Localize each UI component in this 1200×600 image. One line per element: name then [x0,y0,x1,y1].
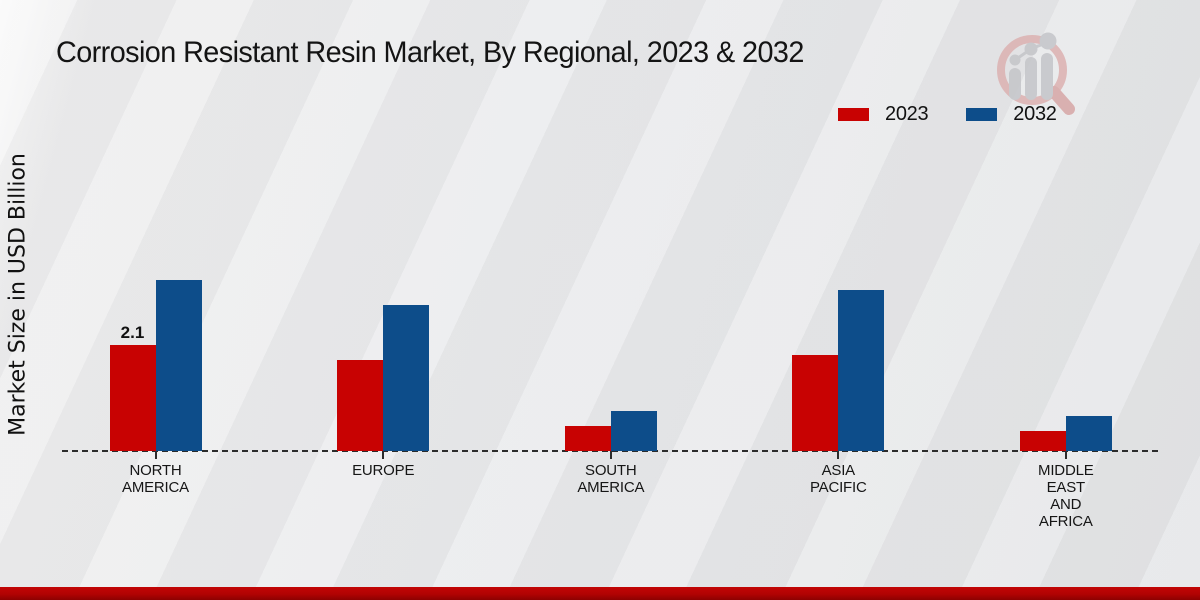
bar-2023-middle-east-and-africa [1019,431,1066,451]
legend-item-2032: 2032 [966,103,1057,126]
footer-accent-band [0,587,1200,600]
legend-label-2023: 2023 [885,103,929,125]
category-label-middle-east-and-africa: MIDDLE EAST AND AFRICA [1038,462,1094,530]
bar-value-label-north-america: 2.1 [120,323,145,342]
bar-2032-north-america [155,280,202,451]
axis-tick-middle-east-and-africa [1064,451,1067,459]
category-label-north-america: NORTH AMERICA [122,462,189,496]
category-label-south-america: SOUTH AMERICA [577,462,645,496]
bar-2032-asia-pacific [838,290,885,451]
axis-tick-south-america [609,451,612,459]
legend-swatch-2023 [838,108,869,121]
bar-2023-north-america [109,345,156,451]
legend-item-2023: 2023 [838,103,929,126]
axis-tick-north-america [154,451,157,459]
legend-label-2032: 2032 [1013,103,1057,125]
axis-tick-asia-pacific [837,451,840,459]
legend-swatch-2032 [966,108,998,121]
axis-tick-europe [382,451,385,459]
chart-title: Corrosion Resistant Resin Market, By Reg… [56,36,804,69]
legend: 2023 2032 [838,103,1057,126]
bar-2023-south-america [564,426,611,451]
bar-2032-europe [383,305,430,451]
y-axis-label: Market Size in USD Billion [5,153,31,436]
bar-2032-south-america [610,411,657,451]
magnifier-bar-chart-logo-icon [997,32,1075,115]
bar-2032-middle-east-and-africa [1065,416,1112,451]
bar-2023-europe [337,360,384,451]
category-label-europe: EUROPE [352,462,415,479]
bar-2023-asia-pacific [792,355,839,451]
category-label-asia-pacific: ASIA PACIFIC [809,462,867,496]
